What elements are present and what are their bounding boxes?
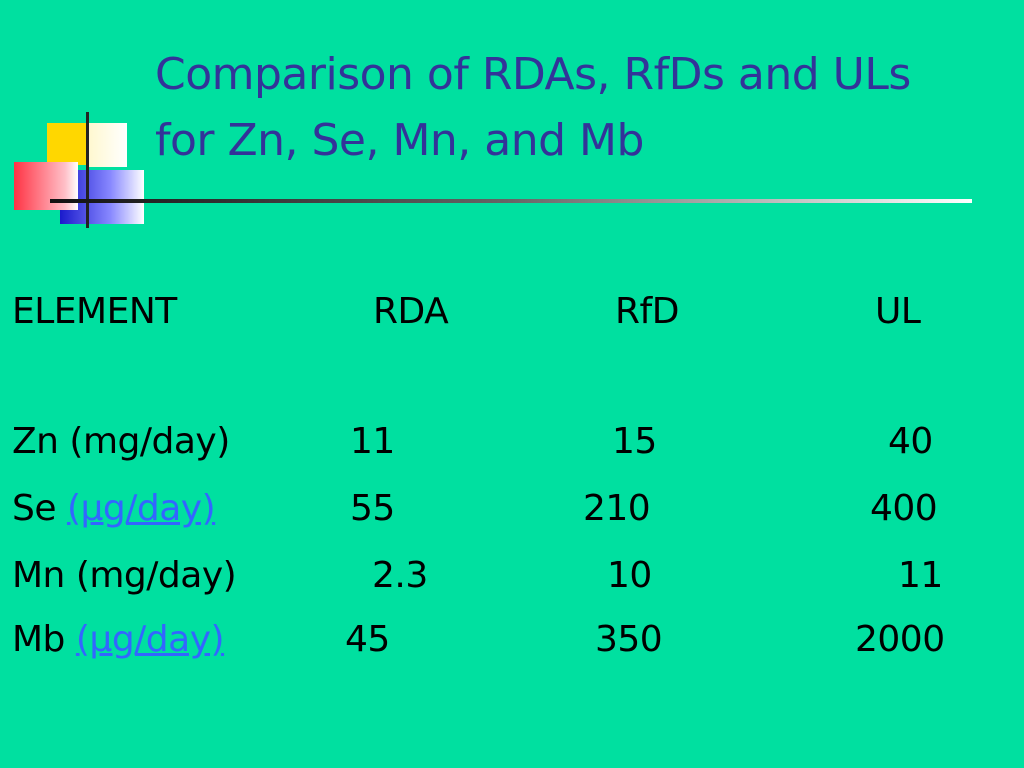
element-cell: Mn (mg/day)	[12, 555, 237, 596]
ul-cell: 11	[898, 555, 943, 596]
rfd-cell: 210	[583, 488, 651, 529]
deco-yellow	[47, 123, 89, 165]
ul-cell: 2000	[855, 619, 945, 660]
rfd-cell: 10	[607, 555, 652, 596]
unit-link[interactable]: (µg/day)	[66, 488, 216, 529]
ul-cell: 40	[888, 421, 933, 462]
rfd-cell: 350	[595, 619, 663, 660]
rda-cell: 45	[345, 619, 390, 660]
unit-link[interactable]: (µg/day)	[75, 619, 225, 660]
rda-cell: 2.3	[372, 555, 428, 596]
ul-cell: 400	[870, 488, 938, 529]
deco-white	[89, 123, 127, 167]
header-cell: RfD	[615, 291, 679, 332]
title-rule	[50, 199, 972, 203]
title: Comparison of RDAs, RfDs and ULs for Zn,…	[155, 49, 911, 166]
rfd-cell: 15	[612, 421, 657, 462]
header-cell: ELEMENT	[12, 291, 177, 332]
rda-cell: 55	[350, 488, 395, 529]
rda-cell: 11	[350, 421, 395, 462]
header-cell: UL	[875, 291, 921, 332]
element-cell: Zn (mg/day)	[12, 421, 230, 462]
element-cell: Mb (µg/day)	[12, 619, 225, 660]
element-cell: Se (µg/day)	[12, 488, 216, 529]
header-cell: RDA	[373, 291, 449, 332]
deco-vline	[86, 112, 89, 228]
